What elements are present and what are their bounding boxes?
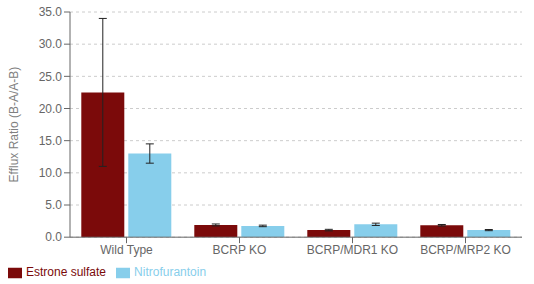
- html-text:Nitrofurantoin: Nitrofurantoin: [134, 265, 207, 280]
- svg-text:20.0: 20.0: [39, 102, 63, 116]
- svg-text:BCRP KO: BCRP KO: [213, 243, 267, 257]
- svg-text:0.0: 0.0: [45, 230, 62, 244]
- svg-text:15.0: 15.0: [39, 134, 63, 148]
- svg-text:25.0: 25.0: [39, 70, 63, 84]
- svg-text:35.0: 35.0: [39, 5, 63, 19]
- svg-text:Efflux Ratio (B-A/A-B): Efflux Ratio (B-A/A-B): [8, 67, 21, 183]
- svg-text:5.0: 5.0: [45, 198, 62, 212]
- html-text:Estrone sulfate: Estrone sulfate: [26, 265, 106, 280]
- svg-text:10.0: 10.0: [39, 166, 63, 180]
- svg-text:Wild Type: Wild Type: [100, 243, 153, 257]
- svg-text:BCRP/MDR1 KO: BCRP/MDR1 KO: [307, 243, 398, 257]
- svg-text:BCRP/MRP2 KO: BCRP/MRP2 KO: [420, 243, 511, 257]
- svg-text:30.0: 30.0: [39, 37, 63, 51]
